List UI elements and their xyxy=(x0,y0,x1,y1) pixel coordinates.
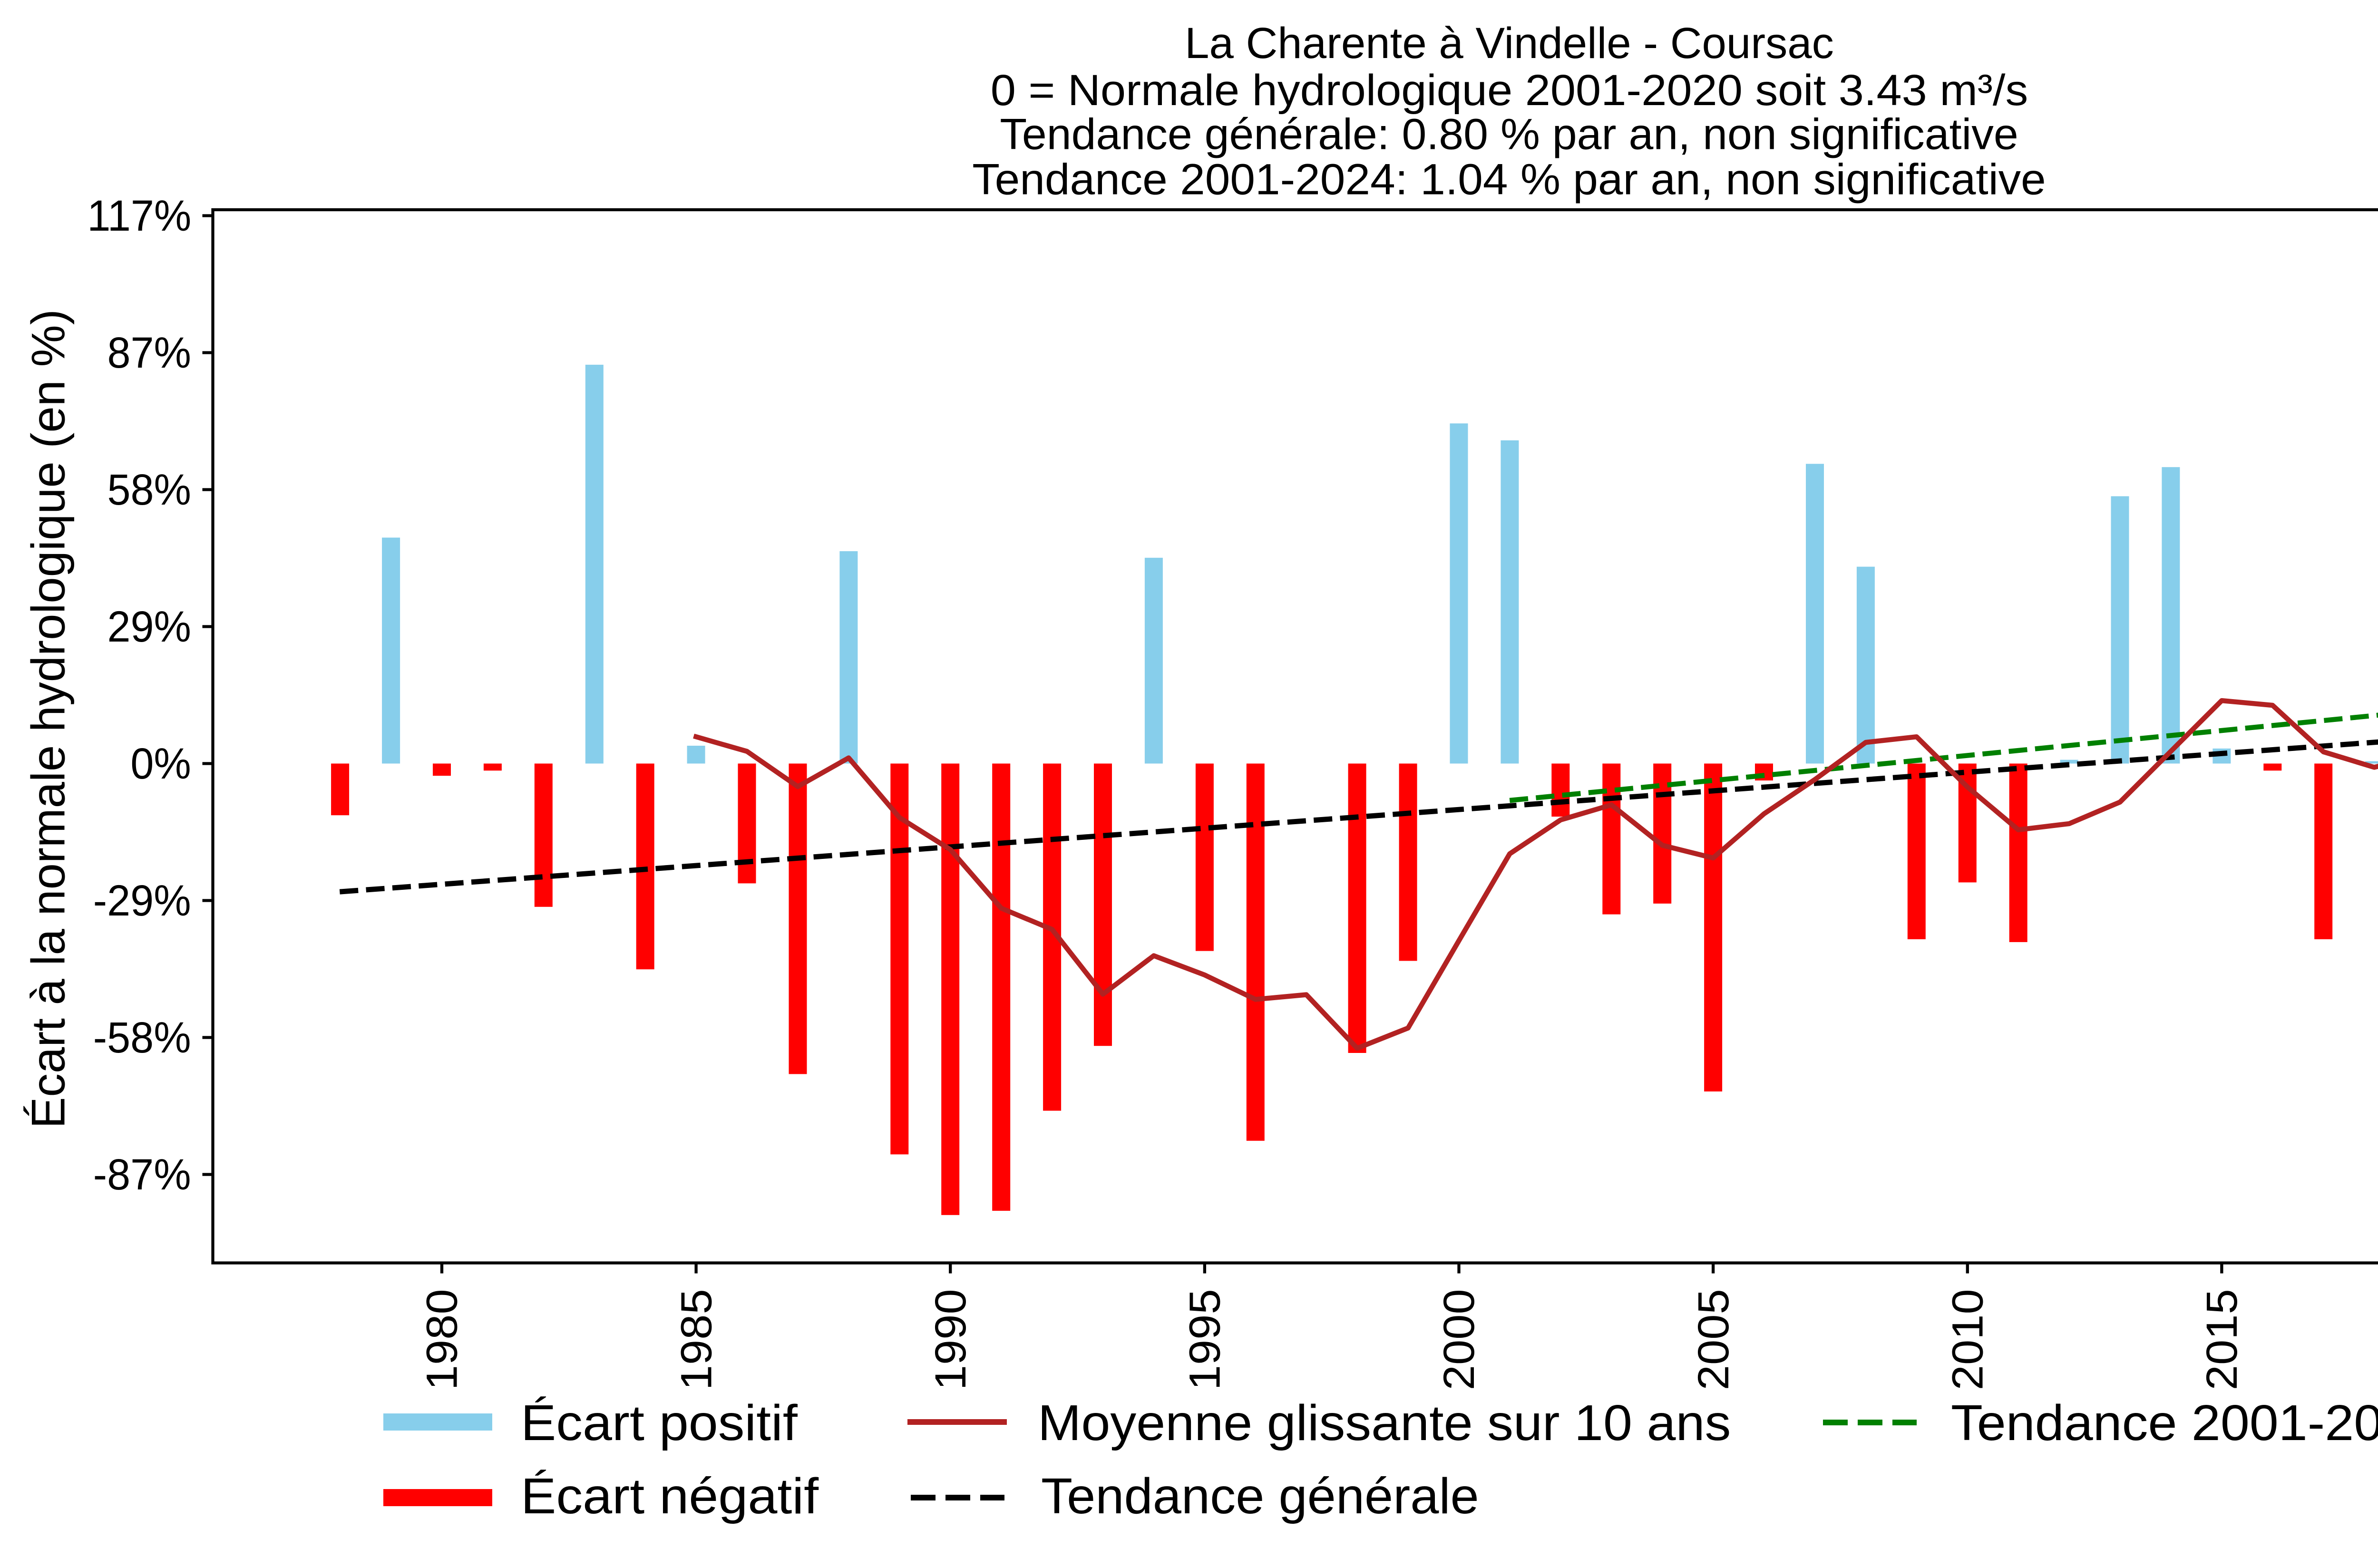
svg-text:Écart positif: Écart positif xyxy=(521,1395,798,1451)
svg-text:0%: 0% xyxy=(130,740,191,788)
svg-text:29%: 29% xyxy=(107,603,191,651)
svg-text:117%: 117% xyxy=(87,192,191,240)
svg-text:-58%: -58% xyxy=(93,1013,191,1062)
svg-text:2000: 2000 xyxy=(1435,1289,1483,1390)
svg-text:2010: 2010 xyxy=(1943,1289,1992,1390)
svg-text:Moyenne glissante sur 10 ans: Moyenne glissante sur 10 ans xyxy=(1038,1395,1731,1451)
svg-text:Écart à la normale hydrologiqu: Écart à la normale hydrologique (en %) xyxy=(22,309,75,1129)
svg-text:58%: 58% xyxy=(107,466,191,514)
svg-text:1985: 1985 xyxy=(672,1289,721,1390)
svg-text:1990: 1990 xyxy=(926,1289,975,1390)
svg-text:2015: 2015 xyxy=(2198,1289,2246,1390)
svg-text:Tendance 2001-2024: 1.04 % par: Tendance 2001-2024: 1.04 % par an, non s… xyxy=(972,156,2046,204)
svg-text:Tendance 2001-2024: Tendance 2001-2024 xyxy=(1951,1395,2378,1451)
svg-text:Tendance générale: Tendance générale xyxy=(1041,1468,1479,1524)
svg-text:-87%: -87% xyxy=(93,1150,191,1199)
svg-text:-29%: -29% xyxy=(93,877,191,925)
svg-text:87%: 87% xyxy=(107,329,191,377)
svg-text:0 = Normale hydrologique 2001-: 0 = Normale hydrologique 2001-2020 soit … xyxy=(991,66,2028,115)
svg-text:2005: 2005 xyxy=(1689,1289,1738,1390)
svg-text:Écart négatif: Écart négatif xyxy=(521,1468,819,1524)
svg-text:1980: 1980 xyxy=(418,1289,467,1390)
svg-text:La Charente à Vindelle - Cours: La Charente à Vindelle - Coursac xyxy=(1185,19,1834,68)
svg-text:Tendance générale: 0.80 % par: Tendance générale: 0.80 % par an, non si… xyxy=(1000,110,2018,158)
svg-text:1995: 1995 xyxy=(1181,1289,1229,1390)
